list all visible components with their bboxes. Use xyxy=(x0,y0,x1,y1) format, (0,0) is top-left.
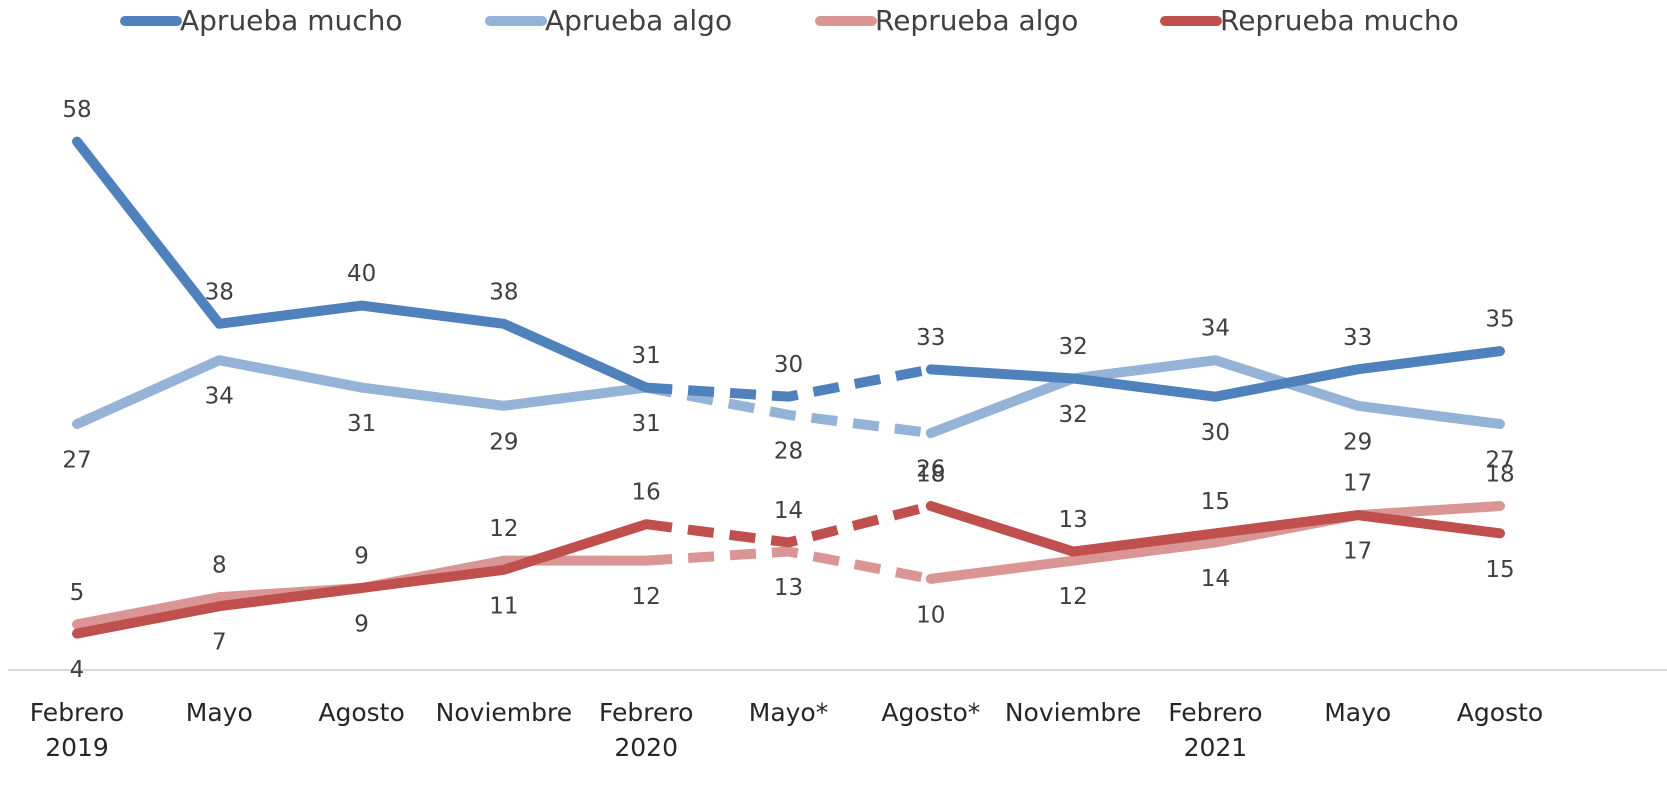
series-line xyxy=(645,546,932,584)
data-label: 15 xyxy=(1201,489,1230,515)
data-label: 9 xyxy=(354,612,369,638)
data-label: 14 xyxy=(1201,566,1230,592)
data-label: 35 xyxy=(1485,307,1514,333)
data-label: 58 xyxy=(62,97,91,123)
data-label: 13 xyxy=(1058,507,1087,533)
x-tick-label: Agosto xyxy=(1456,698,1544,727)
data-label: 15 xyxy=(1485,557,1514,583)
data-label: 13 xyxy=(774,575,803,601)
data-label: 18 xyxy=(1485,462,1514,488)
series-line xyxy=(925,501,1505,557)
data-label: 38 xyxy=(205,279,234,305)
data-label: 16 xyxy=(632,480,661,506)
data-label: 17 xyxy=(1343,471,1372,497)
x-tick-label: Febrero 2021 xyxy=(1168,698,1263,762)
legend-label: Reprueba mucho xyxy=(1220,4,1459,37)
data-label: 31 xyxy=(632,411,661,437)
series-line xyxy=(925,355,1505,439)
data-label: 12 xyxy=(632,584,661,610)
data-label: 7 xyxy=(212,630,227,656)
data-label: 12 xyxy=(1058,584,1087,610)
data-label: 26 xyxy=(916,457,945,483)
data-label: 9 xyxy=(354,544,369,570)
data-label: 33 xyxy=(1343,325,1372,351)
data-label: 31 xyxy=(632,343,661,369)
data-label: 10 xyxy=(916,602,945,628)
x-tick-label: Mayo xyxy=(1324,698,1392,727)
x-tick-label: Agosto xyxy=(318,698,405,727)
x-tick-label: Mayo* xyxy=(748,698,829,727)
x-tick-label: Febrero 2020 xyxy=(598,698,694,762)
series-line xyxy=(72,519,652,639)
data-label: 4 xyxy=(70,657,85,683)
data-label: 34 xyxy=(1201,316,1230,342)
data-label: 14 xyxy=(774,498,803,524)
data-label: 30 xyxy=(1201,420,1230,446)
data-label: 27 xyxy=(1485,448,1514,474)
legend-label: Aprueba algo xyxy=(545,4,732,37)
data-label: 34 xyxy=(205,384,234,410)
series-line xyxy=(925,346,1505,402)
data-label: 32 xyxy=(1058,334,1087,360)
data-label: 29 xyxy=(489,429,518,455)
data-label: 40 xyxy=(347,261,376,287)
series-line xyxy=(645,364,932,402)
data-label: 29 xyxy=(1343,429,1372,455)
data-label: 32 xyxy=(1058,402,1087,428)
legend-label: Reprueba algo xyxy=(875,4,1078,37)
data-label: 12 xyxy=(489,516,518,542)
data-label: 18 xyxy=(916,462,945,488)
data-label: 17 xyxy=(1343,539,1372,565)
data-label: 28 xyxy=(774,438,803,464)
data-label: 27 xyxy=(62,448,91,474)
data-label: 30 xyxy=(774,352,803,378)
x-tick-label: Noviembre xyxy=(435,698,573,727)
x-tick-label: Agosto* xyxy=(881,698,981,727)
data-label: 33 xyxy=(916,325,945,351)
data-label: 11 xyxy=(489,593,518,619)
data-label: 38 xyxy=(489,279,518,305)
series-line xyxy=(645,501,933,548)
data-label: 5 xyxy=(70,580,85,606)
x-tick-label: Febrero 2019 xyxy=(29,698,125,762)
x-tick-label: Mayo xyxy=(185,698,253,727)
data-label: 31 xyxy=(347,411,376,437)
series-line xyxy=(645,382,932,439)
series-line xyxy=(72,355,652,430)
x-tick-label: Noviembre xyxy=(1004,698,1142,727)
legend-label: Aprueba mucho xyxy=(180,4,403,37)
series-line xyxy=(925,501,1505,584)
data-label: 8 xyxy=(212,553,227,579)
series-line xyxy=(72,136,652,393)
